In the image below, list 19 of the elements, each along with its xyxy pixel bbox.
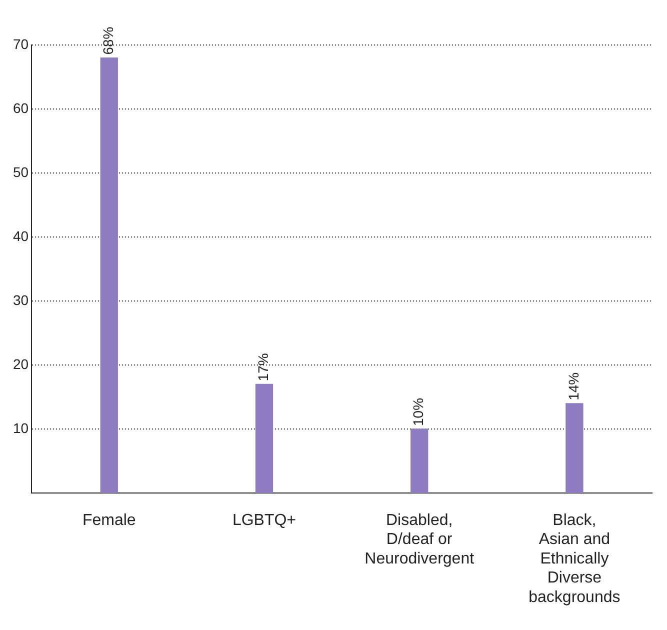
y-tick-label: 50 <box>12 164 29 180</box>
y-tick-label: 70 <box>12 36 29 52</box>
y-tick-label: 40 <box>12 228 29 244</box>
data-label: 17% <box>255 353 272 382</box>
y-tick-label: 20 <box>12 356 29 372</box>
bar <box>255 384 274 493</box>
x-tick-label: Black, Asian and Ethnically Diverse backgrounds <box>528 512 620 606</box>
x-tick-label: Disabled, D/deaf or Neurodivergent <box>364 512 475 568</box>
y-tick-label: 10 <box>12 420 29 436</box>
y-tick-label: 30 <box>12 292 29 308</box>
x-tick-label: LGBTQ+ <box>232 512 296 530</box>
data-label: 68% <box>100 26 116 55</box>
bar <box>410 428 428 493</box>
bar <box>100 57 118 493</box>
x-tick-label: Female <box>82 512 136 530</box>
y-tick-label: 60 <box>12 100 29 116</box>
data-label: 14% <box>565 372 582 400</box>
data-label: 10% <box>410 398 426 426</box>
bar <box>566 403 584 493</box>
